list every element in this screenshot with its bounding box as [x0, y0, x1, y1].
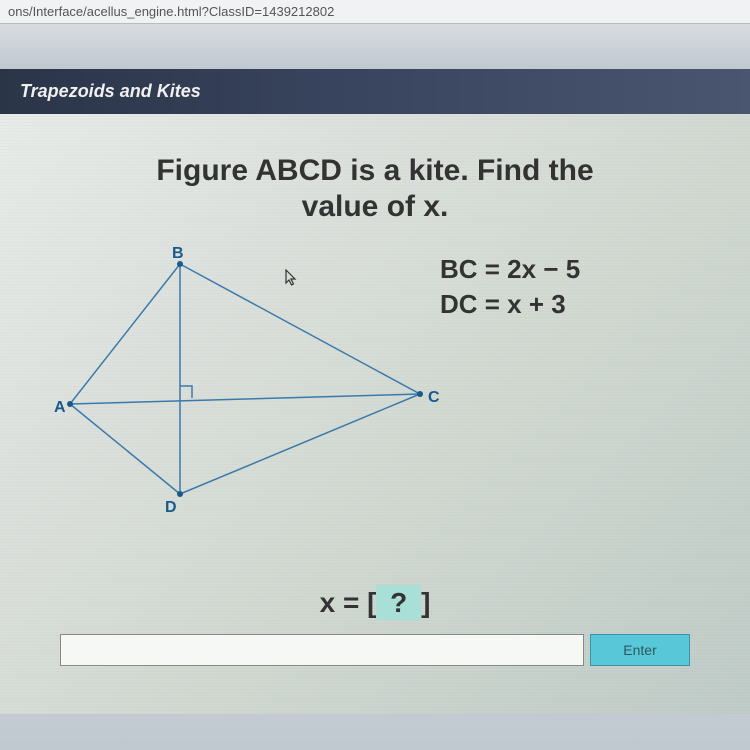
vertex-d-label: D [165, 499, 177, 516]
answer-prefix: x = [ [320, 587, 377, 618]
side-cd [180, 394, 420, 494]
vertex-a-label: A [54, 399, 66, 416]
equation-dc: DC = x + 3 [440, 289, 580, 320]
problem-line-2: value of x. [60, 190, 690, 224]
side-da [70, 404, 180, 494]
url-bar: ons/Interface/acellus_engine.html?ClassI… [0, 0, 750, 24]
answer-prompt: x = [ ? ] [0, 587, 750, 619]
equation-bc: BC = 2x − 5 [440, 254, 580, 285]
vertex-a-dot [67, 401, 73, 407]
browser-chrome-gap [0, 24, 750, 69]
problem-line-1: Figure ABCD is a kite. Find the [60, 154, 690, 188]
problem-statement: Figure ABCD is a kite. Find the value of… [0, 114, 750, 234]
side-ab [70, 264, 180, 404]
cursor-icon [285, 269, 301, 294]
right-angle-marker [180, 386, 192, 398]
vertex-c-dot [417, 391, 423, 397]
enter-button[interactable]: Enter [590, 634, 690, 666]
input-row: Enter [60, 634, 690, 666]
diagonal-ac [70, 394, 420, 404]
answer-suffix: ] [421, 587, 430, 618]
figure-container: A B C D BC = 2x − 5 DC = x + 3 [40, 244, 710, 524]
lesson-header: Trapezoids and Kites [0, 69, 750, 114]
answer-input[interactable] [60, 634, 584, 666]
vertex-d-dot [177, 491, 183, 497]
vertex-b-label: B [172, 245, 184, 262]
answer-blank: ? [376, 585, 421, 620]
kite-diagram: A B C D [40, 244, 460, 524]
equations-block: BC = 2x − 5 DC = x + 3 [440, 254, 580, 324]
vertex-c-label: C [428, 389, 440, 406]
content-area: Figure ABCD is a kite. Find the value of… [0, 114, 750, 714]
